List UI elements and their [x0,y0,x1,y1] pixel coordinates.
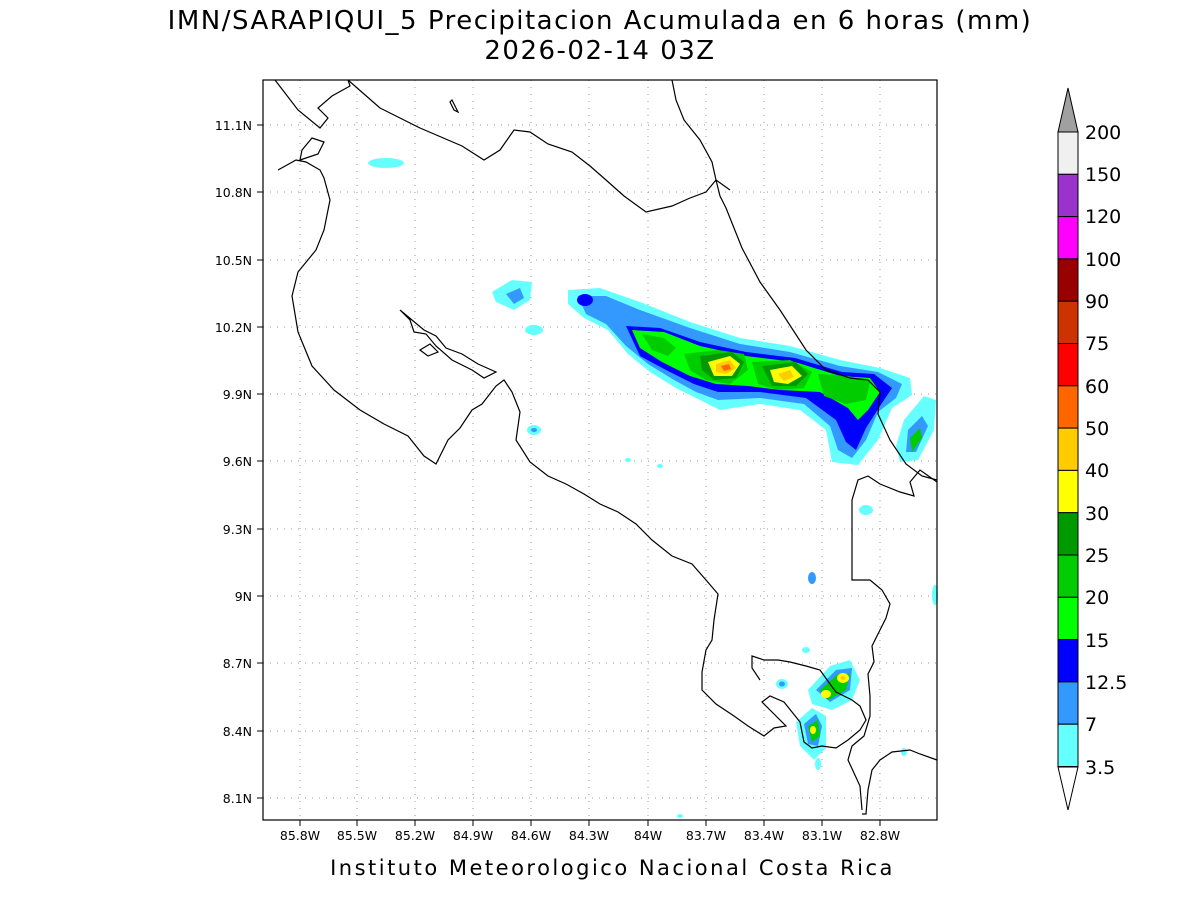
colorbar: 200 150 120 100 90 75 60 50 40 30 25 20 … [1057,87,1127,811]
colorbar-label: 25 [1085,545,1109,567]
x-tick-label: 82.8W [860,828,900,843]
y-tick-label: 10.5N [215,253,252,268]
y-tick-label: 9.3N [223,522,252,537]
colorbar-label: 3.5 [1085,757,1115,779]
map-frame [262,79,938,821]
colorbar-label: 100 [1085,249,1121,271]
footer-credit: Instituto Meteorologico Nacional Costa R… [330,856,895,880]
map-grid [263,80,937,820]
map-title: IMN/SARAPIQUI_5 Precipitacion Acumulada … [167,6,1033,36]
colorbar-label: 40 [1085,460,1109,482]
colorbar-label: 75 [1085,333,1109,355]
colorbar-label: 60 [1085,376,1109,398]
precipitation-field [368,158,938,818]
y-axis-labels: 11.1N 10.8N 10.5N 10.2N 9.9N 9.6N 9.3N 9… [215,118,252,806]
y-tick-label: 10.2N [215,320,252,335]
x-tick-label: 84.6W [511,828,551,843]
x-tick-label: 83.1W [802,828,842,843]
colorbar-label: 30 [1085,503,1109,525]
colorbar-max-arrow [1057,87,1079,133]
colorbar-label: 120 [1085,206,1121,228]
x-tick-label: 83.4W [744,828,784,843]
y-tick-label: 8.4N [223,724,252,739]
x-tick-label: 84.3W [569,828,609,843]
y-tick-label: 8.1N [223,791,252,806]
colorbar-label: 15 [1085,630,1109,652]
y-tick-label: 10.8N [215,185,252,200]
colorbar-label: 7 [1085,714,1097,736]
colorbar-min-arrow [1057,766,1079,811]
x-tick-label: 84W [634,828,662,843]
x-tick-label: 85.5W [337,828,377,843]
colorbar-label: 150 [1085,164,1121,186]
colorbar-label: 12.5 [1085,672,1127,694]
y-tick-label: 9N [235,589,252,604]
coastlines [274,79,938,815]
y-tick-label: 9.6N [223,454,252,469]
x-axis-labels: 85.8W 85.5W 85.2W 84.9W 84.6W 84.3W 84W … [280,828,900,843]
x-tick-label: 85.8W [280,828,320,843]
map-valid-time: 2026-02-14 03Z [484,36,716,66]
y-tick-label: 11.1N [215,118,252,133]
x-tick-label: 84.9W [453,828,493,843]
axis-ticks [257,124,881,826]
y-tick-label: 8.7N [223,656,252,671]
colorbar-label: 20 [1085,587,1109,609]
colorbar-label: 200 [1085,122,1121,144]
x-tick-label: 85.2W [395,828,435,843]
colorbar-label: 90 [1085,291,1109,313]
colorbar-label: 50 [1085,418,1109,440]
x-tick-label: 83.7W [686,828,726,843]
y-tick-label: 9.9N [223,387,252,402]
